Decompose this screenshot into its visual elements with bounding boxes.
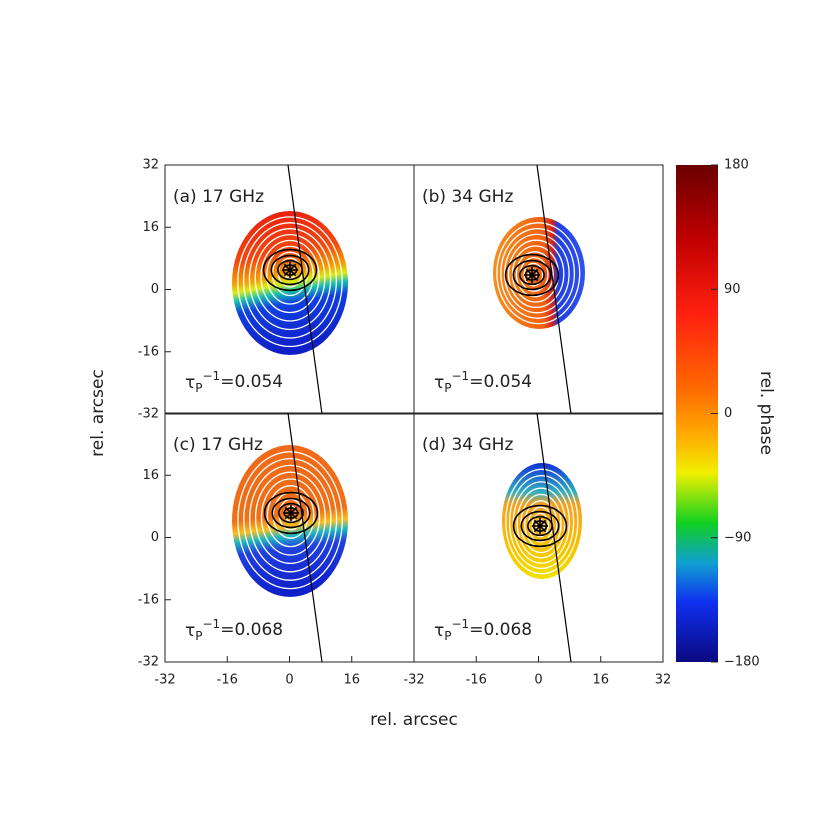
annotation-symbol: τ <box>434 621 444 641</box>
y-tick-label: -16 <box>138 344 159 359</box>
intensity-contour <box>520 510 560 542</box>
x-tick-label: 16 <box>343 673 360 688</box>
annotation: τP−1=0.068 <box>185 617 283 643</box>
x-tick-label: -32 <box>403 673 424 688</box>
x-tick-label: 16 <box>592 673 609 688</box>
x-axis-label: rel. arcsec <box>370 710 458 730</box>
colorbar-tick-label: 180 <box>724 158 749 173</box>
x-tick-label: -32 <box>154 673 175 688</box>
contour <box>515 251 554 298</box>
annotation-subscript: P <box>444 629 451 643</box>
intensity-contour <box>512 504 568 548</box>
contour <box>531 512 550 538</box>
intensity-contour <box>504 253 560 297</box>
peak-marker <box>284 506 298 520</box>
contour <box>248 228 332 331</box>
contour <box>496 222 581 325</box>
annotation-symbol: τ <box>434 373 444 393</box>
limb-line <box>536 412 572 663</box>
contour <box>507 239 565 309</box>
contour <box>508 474 575 570</box>
contour <box>524 500 558 548</box>
intensity-contour <box>270 254 310 286</box>
annotation-symbol: τ <box>185 373 195 393</box>
contour <box>249 464 332 573</box>
panel-frame <box>413 164 664 415</box>
colorbar-tick-label: −90 <box>724 530 751 545</box>
y-tick-label: 32 <box>142 158 159 173</box>
x-tick-label: 0 <box>285 673 293 688</box>
annotation-subscript: P <box>195 629 202 643</box>
annotation: τP−1=0.054 <box>185 369 283 395</box>
annotation-subscript: P <box>444 381 451 395</box>
contour <box>266 245 314 305</box>
annotation: τP−1=0.054 <box>434 369 532 395</box>
y-tick-label: 16 <box>142 220 159 235</box>
annotation-superscript: −1 <box>203 369 221 383</box>
annotation-superscript: −1 <box>452 369 470 383</box>
intensity-contour <box>278 502 304 524</box>
contour <box>260 239 320 314</box>
annotation-subscript: P <box>195 381 202 395</box>
panel-label: (a) 17 GHz <box>173 187 264 207</box>
contour <box>237 451 343 590</box>
annotation-text: =0.054 <box>469 372 532 392</box>
panel: (c) 17 GHz τP−1=0.068 -32 -16 0 16 -32 -16 0 16 <box>138 412 415 688</box>
y-tick-label: -16 <box>138 592 159 607</box>
annotation-superscript: −1 <box>452 617 470 631</box>
intensity-contour <box>271 497 311 529</box>
annotation-superscript: −1 <box>203 617 221 631</box>
annotation-text: =0.068 <box>469 620 532 640</box>
annotation-text: =0.068 <box>220 620 283 640</box>
y-tick-label: -32 <box>138 655 159 670</box>
y-tick-label: 0 <box>151 282 159 297</box>
contour <box>516 487 566 559</box>
colorbar-label: rel. phase <box>756 371 776 455</box>
annotation: τP−1=0.068 <box>434 617 532 643</box>
contour <box>500 227 576 319</box>
limb-line <box>287 164 323 415</box>
contour <box>505 468 579 575</box>
phase-map <box>493 217 585 329</box>
panel: (b) 34 GHz τP−1=0.054 <box>413 164 664 415</box>
peak-marker <box>525 268 539 282</box>
panel-label: (d) 34 GHz <box>422 435 513 455</box>
intensity-contour <box>512 259 552 291</box>
x-tick-label: -16 <box>217 673 238 688</box>
panel: (a) 17 GHz τP−1=0.054 -32 -16 0 16 32 <box>138 158 415 422</box>
y-axis-label: rel. arcsec <box>88 369 108 457</box>
contour <box>243 457 338 581</box>
colorbar: rel. phase −180 −90 0 90 180 <box>676 158 776 670</box>
contour <box>260 478 321 556</box>
intensity-contour <box>263 491 319 535</box>
contour <box>254 471 326 565</box>
panel-label: (b) 34 GHz <box>422 187 513 207</box>
y-tick-label: -32 <box>138 407 159 422</box>
colorbar-tick-label: 90 <box>724 282 741 297</box>
contour <box>254 233 326 322</box>
x-tick-label: 0 <box>534 673 542 688</box>
panel: (d) 34 GHz τP−1=0.068 -32 -16 0 16 32 <box>403 412 672 688</box>
intensity-contour <box>262 248 318 292</box>
x-tick-label: -16 <box>466 673 487 688</box>
intensity-contour <box>519 264 545 286</box>
limb-line <box>536 164 572 415</box>
panel-label: (c) 17 GHz <box>173 435 263 455</box>
peak-marker <box>283 263 297 277</box>
contour <box>504 233 570 314</box>
annotation-text: =0.054 <box>220 372 283 392</box>
colorbar-tick-label: 0 <box>724 406 732 421</box>
contour <box>242 222 338 339</box>
colorbar-tick-label: −180 <box>724 655 760 670</box>
annotation-symbol: τ <box>185 621 195 641</box>
y-tick-label: 16 <box>142 468 159 483</box>
peak-marker <box>533 519 547 533</box>
x-tick-label: 32 <box>655 673 672 688</box>
contour <box>237 216 343 348</box>
y-tick-label: 0 <box>151 530 159 545</box>
contour <box>266 485 315 548</box>
limb-line <box>287 412 323 663</box>
phase-map <box>232 211 348 355</box>
